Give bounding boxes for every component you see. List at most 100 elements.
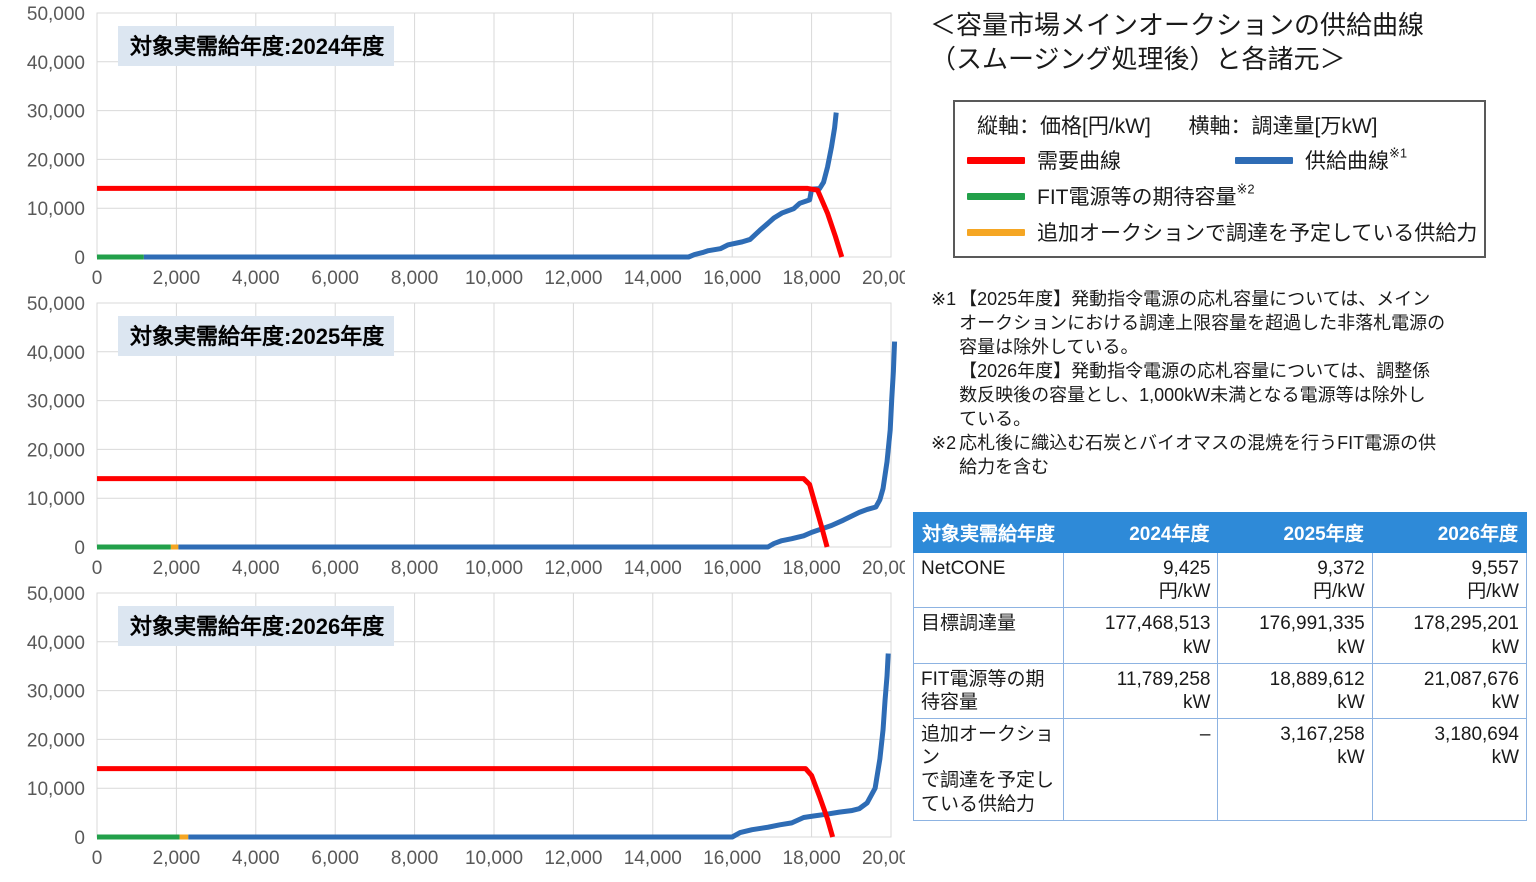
legend-item-demand-curve: 需要曲線	[963, 142, 1231, 178]
table-row: FIT電源等の期 待容量 11,789,258 kW 18,889,612 kW 21,08…	[912, 662, 1528, 720]
footnotes: ※1 【2025年度】発動指令電源の応札容量については、メイン オークションにお…	[931, 288, 1531, 480]
y-axis-tick-label: 0	[74, 828, 85, 849]
specs-col-header-2: 2025年度	[1217, 512, 1373, 553]
page-title: ＜容量市場メインオークションの供給曲線 （スムージング処理後）と各諸元＞	[930, 8, 1530, 77]
table-row: 追加オークション で調達を予定し ている供給力 –3,167,258 kW 3,180,6…	[912, 718, 1528, 821]
specs-col-header-0: 対象実需給年度	[912, 512, 1065, 553]
x-axis-tick-label: 8,000	[391, 848, 439, 869]
footnote-1-line-5: 数反映後の容量とし、1,000kW未満となる電源等は除外し	[959, 384, 1426, 405]
legend-label-additional: 追加オークションで調達を予定している供給力	[1037, 222, 1478, 245]
y-axis-tick-label: 10,000	[27, 199, 85, 220]
x-axis-tick-label: 8,000	[391, 268, 439, 289]
table-cell: 176,991,335 kW	[1217, 607, 1373, 664]
x-axis-tick-label: 0	[92, 268, 103, 289]
footnote-1-line-2: オークションにおける調達上限容量を超過した非落札電源の	[959, 312, 1446, 333]
x-axis-tick-label: 14,000	[624, 268, 682, 289]
table-cell: 3,167,258 kW	[1217, 718, 1373, 821]
y-axis-tick-label: 40,000	[27, 343, 85, 364]
x-axis-tick-label: 12,000	[544, 848, 602, 869]
table-row: 目標調達量 177,468,513 kW 176,991,335 kW 178,295,2…	[912, 607, 1528, 664]
y-axis-tick-label: 10,000	[27, 489, 85, 510]
x-axis-tick-label: 18,000	[783, 848, 841, 869]
x-axis-tick-label: 10,000	[465, 848, 523, 869]
right-column: ＜容量市場メインオークションの供給曲線 （スムージング処理後）と各諸元＞ 縦軸：…	[905, 0, 1536, 882]
specs-col-header-3: 2026年度	[1371, 512, 1528, 553]
series-line	[97, 185, 845, 258]
y-axis-tick-label: 30,000	[27, 102, 85, 123]
table-cell: 178,295,201 kW	[1371, 607, 1528, 664]
legend-axis-notes: 縦軸：価格[円/kW] 横軸：調達量[万kW]	[963, 106, 1476, 142]
chart-2025: 0 10,000 20,000 30,000 40,000 50,000 0 2,000 4,0…	[0, 290, 905, 580]
x-axis-tick-label: 2,000	[153, 848, 201, 869]
x-axis-tick-label: 2,000	[153, 558, 201, 579]
x-axis-tick-label: 20,000	[862, 848, 905, 869]
table-cell: 11,789,258 kW	[1063, 662, 1219, 720]
legend-y-axis-note: 縦軸：価格[円/kW]	[977, 115, 1151, 138]
legend-swatch-fit	[967, 192, 1025, 200]
footnote-1: ※1 【2025年度】発動指令電源の応札容量については、メイン オークションにお…	[931, 288, 1531, 432]
chart-2026-title: 対象実需給年度:2026年度	[118, 606, 395, 646]
x-axis-tick-label: 20,000	[862, 558, 905, 579]
chart-2025-plot: 0 10,000 20,000 30,000 40,000 50,000 0 2,000 4,0…	[0, 290, 905, 580]
footnote-2: ※2 応札後に織込む石炭とバイオマスの混焼を行うFIT電源の供 給力を含む	[931, 432, 1531, 480]
series-line	[143, 112, 839, 260]
x-axis-tick-label: 4,000	[232, 558, 280, 579]
x-axis-tick-label: 14,000	[624, 558, 682, 579]
x-axis-tick-label: 18,000	[783, 268, 841, 289]
chart-2024-title: 対象実需給年度:2024年度	[118, 26, 395, 66]
table-row-label: NetCONE	[912, 551, 1065, 609]
x-axis-tick-label: 2,000	[153, 268, 201, 289]
table-cell: 9,557 円/kW	[1371, 551, 1528, 609]
series-line	[188, 653, 891, 840]
x-axis-tick-label: 8,000	[391, 558, 439, 579]
y-axis-tick-label: 30,000	[27, 682, 85, 703]
footnote-1-line-4: 【2026年度】発動指令電源の応札容量については、調整係	[959, 360, 1431, 381]
x-axis-tick-label: 4,000	[232, 848, 280, 869]
chart-2026: 0 10,000 20,000 30,000 40,000 50,000 0 2,000 4,0…	[0, 580, 905, 870]
y-axis-tick-label: 50,000	[27, 294, 85, 315]
chart-canvas: 0 10,000 20,000 30,000 40,000 50,000 0 2,000 4,0…	[27, 4, 905, 289]
chart-canvas: 0 10,000 20,000 30,000 40,000 50,000 0 2,000 4,0…	[27, 294, 905, 579]
y-axis-tick-label: 50,000	[27, 584, 85, 605]
x-axis-tick-label: 0	[92, 848, 103, 869]
legend-item-fit-capacity: FIT電源等の期待容量※2	[963, 178, 1476, 214]
table-row-label: 追加オークション で調達を予定し ている供給力	[912, 718, 1065, 821]
legend-label-demand: 需要曲線	[1037, 150, 1121, 173]
x-axis-tick-label: 20,000	[862, 268, 905, 289]
legend-label-fit: FIT電源等の期待容量	[1037, 186, 1237, 209]
chart-2024-plot: 0 10,000 20,000 30,000 40,000 50,000 0 2,000 4,0…	[0, 0, 905, 290]
legend-label-supply: 供給曲線	[1305, 150, 1389, 173]
table-cell: –	[1063, 718, 1219, 821]
table-cell: 9,372 円/kW	[1217, 551, 1373, 609]
footnote-1-line-6: ている。	[959, 408, 1032, 429]
y-axis-tick-label: 20,000	[27, 440, 85, 461]
footnote-2-body: 応札後に織込む石炭とバイオマスの混焼を行うFIT電源の供 給力を含む	[959, 432, 1531, 480]
y-axis-tick-label: 40,000	[27, 53, 85, 74]
specs-table-header-row: 対象実需給年度 2024年度 2025年度 2026年度	[912, 512, 1528, 553]
legend-label-supply-footnote-mark: ※1	[1389, 145, 1408, 161]
legend-swatch-supply	[1235, 156, 1293, 164]
x-axis-tick-label: 10,000	[465, 268, 523, 289]
x-axis-tick-label: 14,000	[624, 848, 682, 869]
chart-2025-title: 対象実需給年度:2025年度	[118, 316, 395, 356]
legend-label-fit-footnote-mark: ※2	[1236, 181, 1255, 197]
x-axis-tick-label: 0	[92, 558, 103, 579]
y-axis-tick-label: 30,000	[27, 392, 85, 413]
legend-swatch-additional	[967, 228, 1025, 236]
x-axis-tick-label: 18,000	[783, 558, 841, 579]
table-cell: 3,180,694 kW	[1371, 718, 1528, 821]
x-axis-tick-label: 10,000	[465, 558, 523, 579]
chart-canvas: 0 10,000 20,000 30,000 40,000 50,000 0 2,000 4,0…	[27, 584, 905, 869]
y-axis-tick-label: 40,000	[27, 633, 85, 654]
specs-table-body: NetCONE 9,425 円/kW 9,372 円/kW 9,557 円/kW 目標調達量 1…	[912, 551, 1528, 821]
x-axis-tick-label: 6,000	[311, 558, 359, 579]
footnote-2-line-1: 応札後に織込む石炭とバイオマスの混焼を行うFIT電源の供	[959, 432, 1437, 453]
series-line	[178, 341, 898, 550]
charts-column: 0 10,000 20,000 30,000 40,000 50,000 0 2,000 4,0…	[0, 0, 905, 870]
page-title-line2: （スムージング処理後）と各諸元＞	[930, 44, 1346, 75]
specs-col-header-1: 2024年度	[1063, 512, 1219, 553]
x-axis-tick-label: 6,000	[311, 848, 359, 869]
footnote-1-body: 【2025年度】発動指令電源の応札容量については、メイン オークションにおける調…	[959, 288, 1531, 432]
footnote-2-line-2: 給力を含む	[959, 456, 1050, 477]
